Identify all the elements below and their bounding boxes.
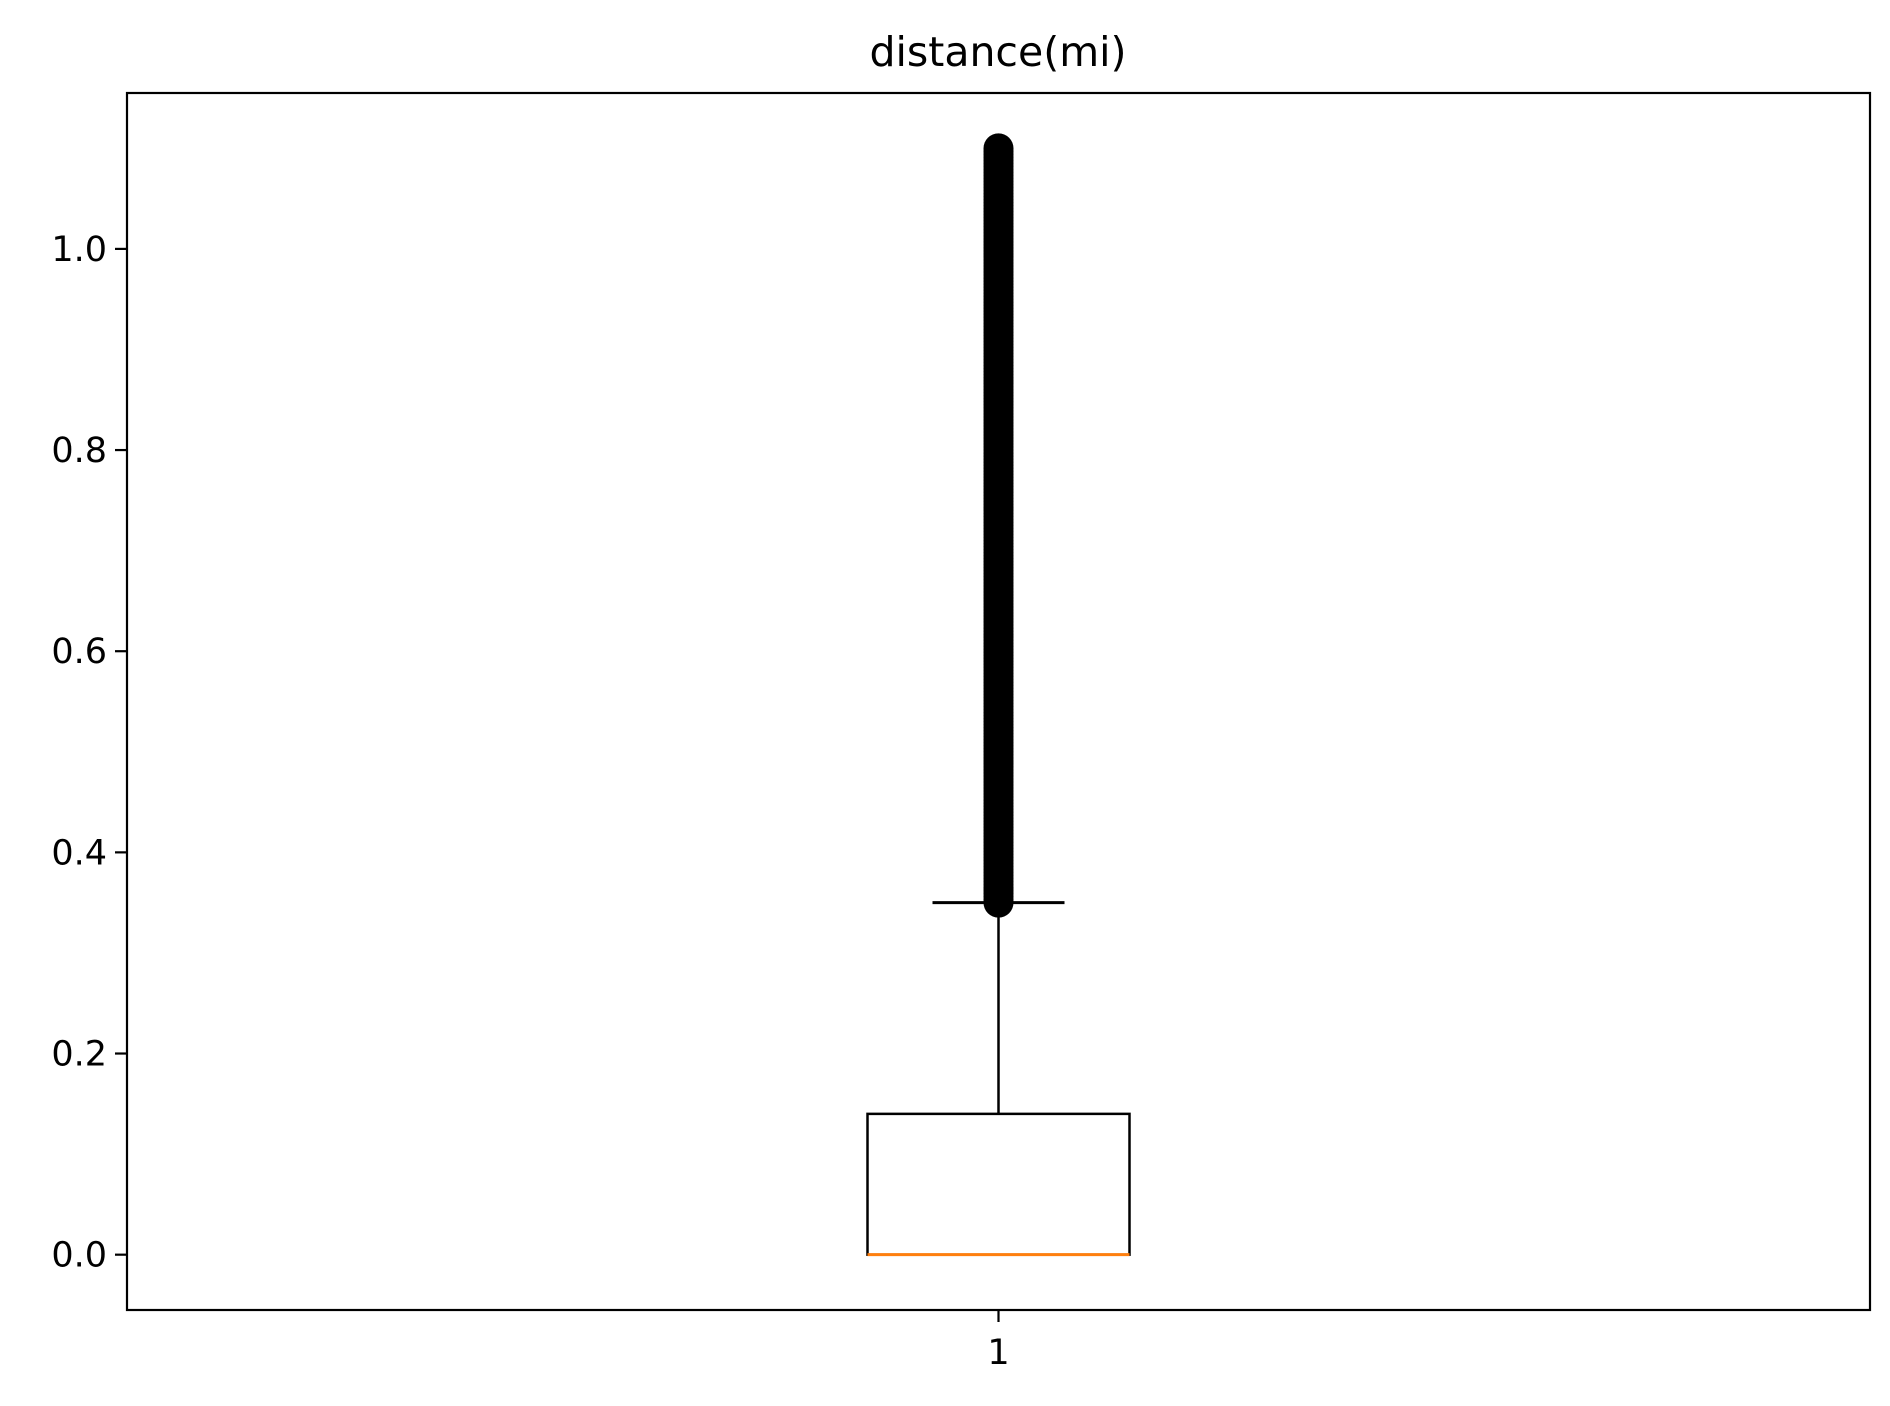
plot-layer xyxy=(866,133,1131,1257)
y-axis: 0.0 0.2 0.4 0.6 0.8 1.0 xyxy=(51,230,127,1276)
y-tick-label: 0.2 xyxy=(51,1035,107,1075)
y-tick-label: 0.8 xyxy=(51,431,107,471)
x-tick-label: 1 xyxy=(987,1333,1009,1373)
y-tick-label: 0.6 xyxy=(51,632,107,672)
y-tick-label: 0.4 xyxy=(51,833,107,873)
outlier-point xyxy=(983,133,1014,164)
chart-title: distance(mi) xyxy=(869,28,1126,76)
x-axis: 1 xyxy=(987,1310,1010,1373)
y-tick-label: 0.0 xyxy=(51,1236,107,1276)
y-tick-label: 1.0 xyxy=(51,230,107,270)
box-iqr xyxy=(866,1112,1131,1256)
outlier-points xyxy=(983,133,1014,918)
